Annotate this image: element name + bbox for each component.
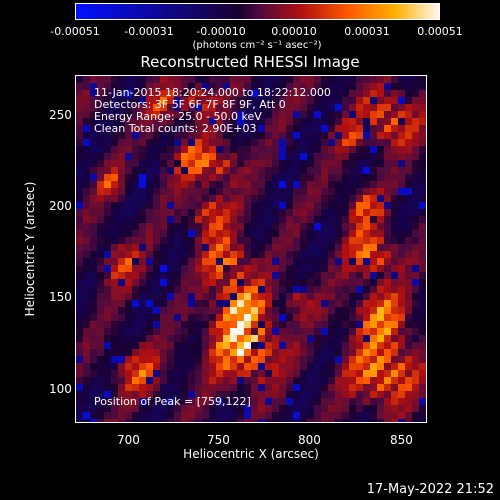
footer-timestamp: 17-May-2022 21:52	[366, 482, 494, 497]
x-tick-label: 700	[117, 433, 140, 447]
colorbar-tick: -0.00031	[124, 25, 174, 38]
colorbar	[75, 3, 440, 20]
time-range-label: 11-Jan-2015 18:20:24.000 to 18:22:12.000	[94, 86, 331, 99]
energy-range-label: Energy Range: 25.0 - 50.0 keV	[94, 110, 262, 123]
colorbar-unit: (photons cm⁻² s⁻¹ asec⁻²)	[192, 40, 322, 51]
colorbar-tick: -0.00051	[50, 25, 100, 38]
y-tick-label: 200	[49, 199, 72, 213]
colorbar-tick: 0.00031	[344, 25, 390, 38]
heatmap-image	[76, 76, 426, 422]
chart-title: Reconstructed RHESSI Image	[140, 53, 360, 71]
y-tick-label: 150	[49, 290, 72, 304]
x-tick-label: 800	[298, 433, 321, 447]
x-tick-label: 750	[207, 433, 230, 447]
x-tick-label: 850	[390, 433, 413, 447]
x-axis-label: Heliocentric X (arcsec)	[183, 447, 319, 461]
heatmap-plot: 11-Jan-2015 18:20:24.000 to 18:22:12.000…	[75, 75, 427, 423]
y-tick-label: 250	[49, 108, 72, 122]
y-tick-label: 100	[49, 382, 72, 396]
colorbar-tick: -0.00010	[196, 25, 246, 38]
detectors-label: Detectors: 3F 5F 6F 7F 8F 9F, Att 0	[94, 98, 286, 111]
colorbar-tick: 0.00051	[417, 25, 463, 38]
peak-position-label: Position of Peak = [759,122]	[94, 395, 251, 408]
y-axis-label: Heliocentric Y (arcsec)	[23, 181, 37, 317]
colorbar-tick: 0.00010	[271, 25, 317, 38]
clean-counts-label: Clean Total counts: 2.90E+03	[94, 122, 257, 135]
